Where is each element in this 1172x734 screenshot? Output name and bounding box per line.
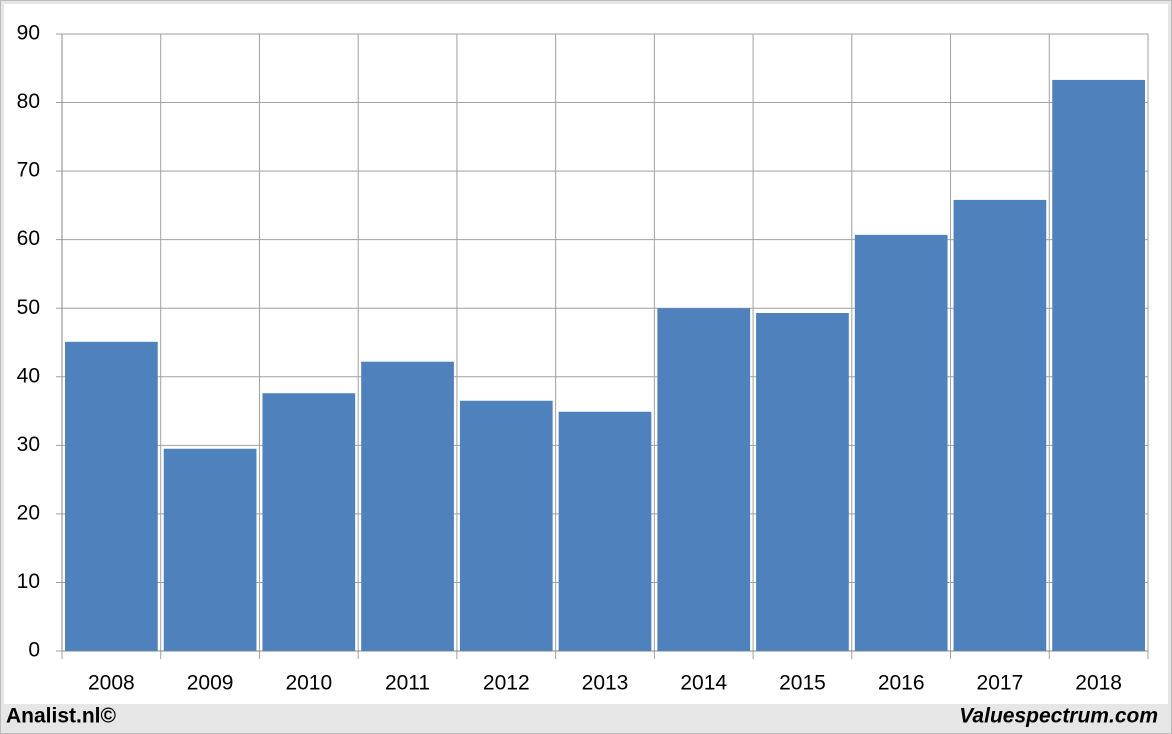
x-tick-label: 2011 xyxy=(385,672,430,695)
x-tick-label: 2015 xyxy=(779,672,826,695)
bar xyxy=(854,234,948,651)
credit-right: Valuespectrum.com xyxy=(959,705,1158,728)
bar xyxy=(558,411,652,651)
x-tick-label: 2009 xyxy=(187,672,234,695)
bar xyxy=(953,199,1047,651)
y-tick-label: 70 xyxy=(17,159,40,182)
credit-left: Analist.nl© xyxy=(6,705,117,728)
bar xyxy=(65,341,158,651)
x-tick-label: 2017 xyxy=(977,672,1024,695)
bar xyxy=(756,313,849,651)
y-tick-label: 50 xyxy=(17,296,40,319)
x-tick-label: 2016 xyxy=(878,672,925,695)
y-tick-label: 90 xyxy=(17,22,40,45)
y-tick-label: 80 xyxy=(17,90,40,113)
bar xyxy=(657,308,751,651)
x-tick-label: 2014 xyxy=(680,672,727,695)
y-tick-label: 40 xyxy=(17,364,40,387)
y-tick-label: 60 xyxy=(17,227,40,250)
x-tick-label: 2012 xyxy=(483,672,530,695)
x-tick-label: 2013 xyxy=(582,672,629,695)
x-tick-label: 2008 xyxy=(88,672,135,695)
bar xyxy=(163,448,257,651)
bar xyxy=(262,393,356,651)
y-tick-label: 30 xyxy=(17,433,40,456)
bar xyxy=(1052,79,1145,651)
bar xyxy=(361,361,454,651)
y-tick-label: 20 xyxy=(17,501,40,524)
x-tick-label: 2010 xyxy=(285,672,332,695)
y-tick-label: 10 xyxy=(17,570,40,593)
bar xyxy=(459,400,553,651)
x-tick-label: 2018 xyxy=(1075,672,1122,695)
y-tick-label: 0 xyxy=(28,639,40,662)
